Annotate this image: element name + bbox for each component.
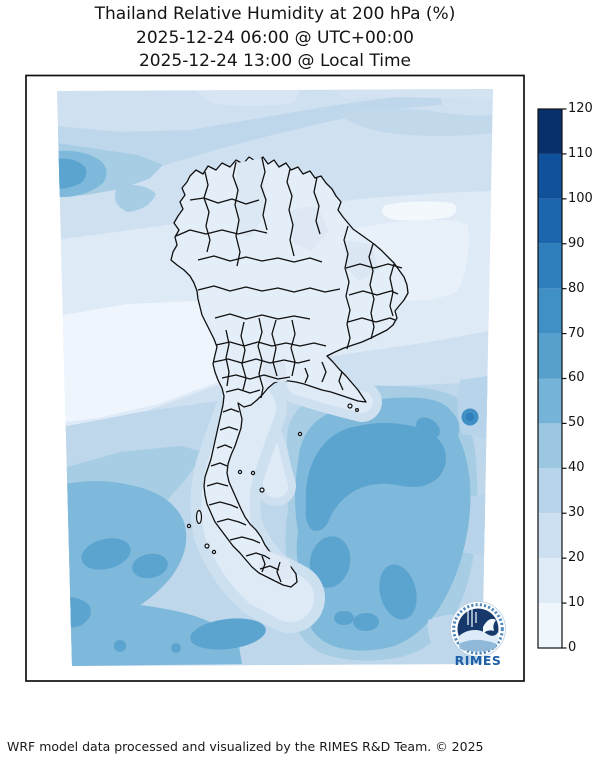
colorbar-tick-label-40: 40 bbox=[568, 460, 585, 475]
title-line-variable: Thailand Relative Humidity at 200 hPa (%… bbox=[94, 4, 456, 24]
colorbar-tick-label-70: 70 bbox=[568, 326, 585, 341]
title-line-local: 2025-12-24 13:00 @ Local Time bbox=[138, 51, 412, 71]
colorbar-tick-label-120: 120 bbox=[568, 101, 593, 116]
bird-icon bbox=[483, 618, 496, 634]
colorbar bbox=[537, 108, 567, 649]
colorbar-tick-label-0: 0 bbox=[568, 640, 577, 655]
credit-text: WRF model data processed and visualized … bbox=[7, 739, 484, 754]
colorbar-tick-label-100: 100 bbox=[568, 191, 593, 206]
colorbar-ticks bbox=[562, 108, 567, 649]
thailand-province-map bbox=[170, 156, 409, 588]
colorbar-tick-label-110: 110 bbox=[568, 146, 593, 161]
figure-title: Thailand Relative Humidity at 200 hPa (%… bbox=[26, 3, 524, 74]
colorbar-tick-label-60: 60 bbox=[568, 370, 585, 385]
islands bbox=[186, 403, 360, 555]
colorbar-tick-label-20: 20 bbox=[568, 550, 585, 565]
province-borders bbox=[175, 157, 403, 583]
colorbar-tick-label-50: 50 bbox=[568, 415, 585, 430]
colorbar-tick-label-30: 30 bbox=[568, 505, 585, 520]
rimes-logo bbox=[450, 601, 506, 657]
province-tints bbox=[236, 158, 379, 581]
colorbar-tick-label-90: 90 bbox=[568, 236, 585, 251]
title-line-utc: 2025-12-24 06:00 @ UTC+00:00 bbox=[136, 27, 414, 48]
seismograph-icon bbox=[467, 607, 477, 627]
colorbar-tick-label-10: 10 bbox=[568, 595, 585, 610]
rimes-logo-label: RIMES bbox=[454, 653, 502, 668]
colorbar-tick-label-80: 80 bbox=[568, 281, 585, 296]
map-frame bbox=[25, 74, 525, 682]
